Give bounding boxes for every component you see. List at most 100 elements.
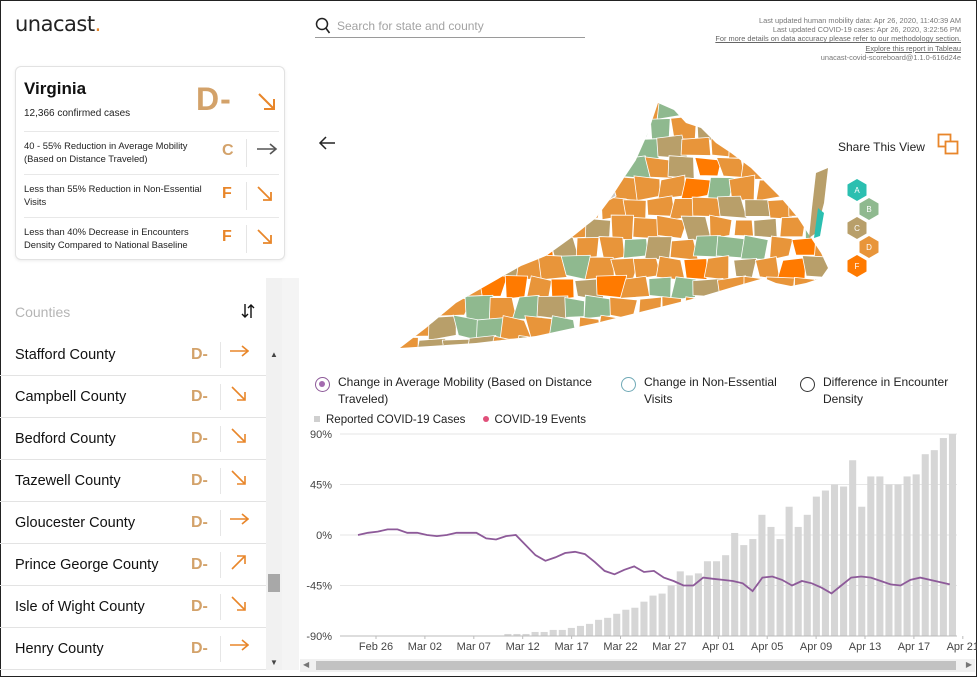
county-shape[interactable] bbox=[548, 315, 577, 339]
scroll-up-icon[interactable]: ▲ bbox=[270, 350, 278, 359]
tableau-link[interactable]: Explore this report in Tableau bbox=[865, 43, 961, 53]
cases-bar[interactable] bbox=[604, 617, 612, 636]
county-shape[interactable] bbox=[756, 138, 783, 161]
county-shape[interactable] bbox=[416, 178, 444, 199]
county-shape[interactable] bbox=[680, 177, 713, 202]
cases-bar[interactable] bbox=[640, 601, 648, 636]
county-shape[interactable] bbox=[715, 317, 749, 341]
county-shape[interactable] bbox=[583, 294, 616, 320]
cases-bar[interactable] bbox=[858, 506, 866, 636]
metric-nonessential[interactable]: Less than 55% Reduction in Non-Essential… bbox=[24, 174, 279, 216]
back-arrow-icon[interactable] bbox=[318, 135, 336, 151]
county-shape[interactable] bbox=[504, 157, 527, 180]
mobility-line[interactable] bbox=[357, 528, 951, 595]
county-shape[interactable] bbox=[813, 235, 836, 260]
cases-bar[interactable] bbox=[948, 434, 956, 636]
metric-mobility[interactable]: 40 - 55% Reduction in Average Mobility (… bbox=[24, 131, 279, 173]
cases-bar[interactable] bbox=[731, 532, 739, 636]
county-shape[interactable] bbox=[705, 336, 734, 353]
county-shape[interactable] bbox=[776, 136, 806, 161]
county-shape[interactable] bbox=[396, 297, 423, 319]
county-shape[interactable] bbox=[396, 254, 422, 278]
county-shape[interactable] bbox=[830, 175, 836, 197]
cases-bar[interactable] bbox=[585, 623, 594, 636]
county-shape[interactable] bbox=[500, 115, 532, 139]
cases-bar[interactable] bbox=[867, 476, 875, 636]
cases-bar[interactable] bbox=[894, 484, 902, 637]
county-shape[interactable] bbox=[536, 215, 567, 241]
county-shape[interactable] bbox=[396, 98, 420, 121]
county-shape[interactable] bbox=[439, 254, 473, 279]
virginia-county-map[interactable] bbox=[396, 98, 836, 353]
cases-bar[interactable] bbox=[849, 460, 857, 636]
county-shape[interactable] bbox=[429, 276, 456, 300]
county-shape[interactable] bbox=[396, 157, 412, 181]
county-shape[interactable] bbox=[587, 335, 615, 353]
radio-selected[interactable] bbox=[315, 377, 330, 392]
county-shape[interactable] bbox=[619, 275, 651, 299]
county-row[interactable]: Campbell County D- bbox=[0, 376, 266, 418]
county-shape[interactable] bbox=[561, 98, 592, 120]
county-shape[interactable] bbox=[816, 115, 836, 141]
county-shape[interactable] bbox=[503, 236, 531, 262]
county-shape[interactable] bbox=[801, 255, 831, 279]
county-shape[interactable] bbox=[755, 299, 785, 321]
county-shape[interactable] bbox=[561, 134, 589, 159]
county-shape[interactable] bbox=[452, 155, 483, 179]
county-shape[interactable] bbox=[529, 156, 556, 181]
county-shape[interactable] bbox=[659, 336, 683, 353]
county-shape[interactable] bbox=[644, 236, 673, 261]
county-shape[interactable] bbox=[599, 155, 628, 181]
cases-bar[interactable] bbox=[812, 496, 820, 636]
county-shape[interactable] bbox=[536, 334, 569, 353]
county-shape[interactable] bbox=[417, 138, 447, 157]
county-shape[interactable] bbox=[575, 237, 600, 259]
county-row[interactable]: Tazewell County D- bbox=[0, 460, 266, 502]
county-shape[interactable] bbox=[478, 275, 509, 297]
county-shape[interactable] bbox=[780, 295, 807, 319]
county-shape[interactable] bbox=[513, 175, 541, 200]
cases-bar[interactable] bbox=[803, 514, 811, 636]
county-shape[interactable] bbox=[710, 134, 730, 158]
cases-bar[interactable] bbox=[758, 514, 766, 636]
county-shape[interactable] bbox=[554, 195, 581, 221]
county-shape[interactable] bbox=[620, 116, 653, 141]
county-shape[interactable] bbox=[397, 136, 422, 158]
county-row[interactable]: Gloucester County D- bbox=[0, 502, 266, 544]
county-shape[interactable] bbox=[779, 174, 806, 200]
cases-bar[interactable] bbox=[649, 595, 657, 636]
county-shape[interactable] bbox=[742, 118, 771, 137]
county-shape[interactable] bbox=[596, 314, 629, 339]
cases-bar[interactable] bbox=[930, 450, 938, 636]
cases-bar[interactable] bbox=[549, 629, 557, 636]
county-shape[interactable] bbox=[632, 138, 662, 160]
cases-bar[interactable] bbox=[613, 613, 621, 636]
county-shape[interactable] bbox=[548, 158, 581, 180]
county-shape[interactable] bbox=[623, 317, 652, 339]
county-shape[interactable] bbox=[429, 234, 457, 257]
county-shape[interactable] bbox=[541, 138, 563, 159]
county-shape[interactable] bbox=[513, 137, 544, 158]
cases-bar[interactable] bbox=[830, 484, 839, 637]
cases-bar[interactable] bbox=[776, 539, 784, 636]
county-shape[interactable] bbox=[573, 195, 603, 221]
cases-bar[interactable] bbox=[685, 575, 693, 636]
cases-bar[interactable] bbox=[740, 545, 748, 636]
county-shape[interactable] bbox=[607, 98, 636, 120]
county-shape[interactable] bbox=[696, 115, 720, 141]
county-shape[interactable] bbox=[680, 338, 713, 353]
county-shape[interactable] bbox=[475, 196, 505, 219]
county-shape[interactable] bbox=[644, 316, 672, 341]
county-shape[interactable] bbox=[683, 296, 711, 319]
county-shape[interactable] bbox=[691, 318, 723, 341]
county-shape[interactable] bbox=[440, 98, 473, 122]
cases-bar[interactable] bbox=[631, 607, 639, 636]
cases-bar[interactable] bbox=[767, 526, 775, 636]
county-shape[interactable] bbox=[656, 214, 688, 239]
cases-bar[interactable] bbox=[595, 619, 603, 636]
county-shape[interactable] bbox=[667, 155, 695, 179]
cases-bar[interactable] bbox=[694, 573, 702, 636]
county-shape[interactable] bbox=[776, 337, 808, 353]
county-shape[interactable] bbox=[805, 296, 828, 322]
cases-bar[interactable] bbox=[722, 555, 730, 636]
